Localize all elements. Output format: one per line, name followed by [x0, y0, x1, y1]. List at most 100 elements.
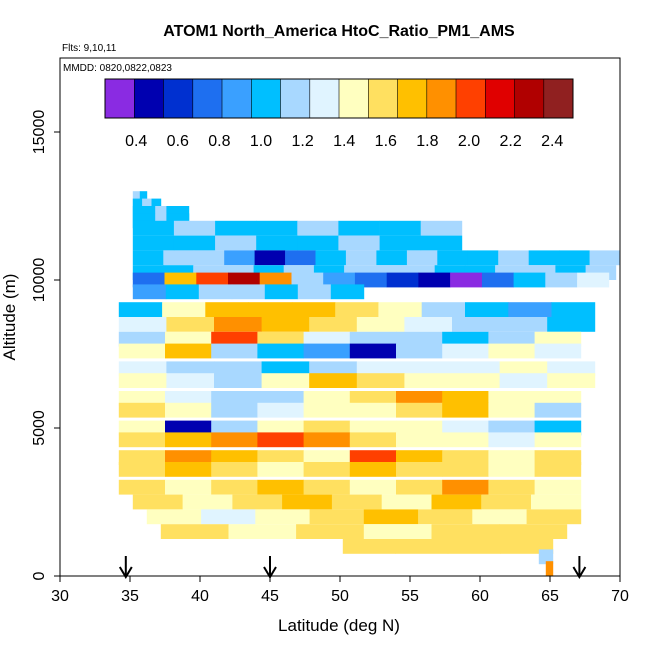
colorbar-swatch	[485, 79, 515, 118]
heatmap-cell	[261, 317, 310, 332]
heatmap-cell	[481, 494, 532, 510]
heatmap-cell	[248, 302, 293, 317]
heatmap-cell	[257, 479, 304, 495]
heatmap-cell	[420, 220, 463, 236]
colorbar-swatch	[280, 79, 311, 118]
heatmap-cell	[338, 235, 380, 251]
heatmap-cell	[406, 250, 438, 266]
heatmap-cell	[349, 402, 397, 418]
heatmap-cell	[214, 373, 262, 388]
heatmap-cell	[379, 235, 422, 251]
y-axis: 0 5000 10000 15000	[31, 110, 60, 580]
heatmap-cell	[349, 479, 397, 495]
colorbar-tick-label: 0.8	[208, 133, 230, 150]
colorbar-tick-label: 0.4	[125, 133, 147, 150]
colorbar-tick-label: 0.6	[167, 133, 189, 150]
heatmap-cell	[303, 331, 351, 347]
heatmap-cell	[282, 494, 333, 510]
heatmap-cell	[166, 213, 178, 229]
heatmap-cell	[450, 272, 483, 288]
x-tick-label: 70	[611, 588, 629, 605]
x-tick-label: 40	[191, 588, 209, 605]
heatmap-cell	[547, 317, 596, 332]
heatmap-cell	[165, 402, 212, 418]
heatmap-cell	[118, 391, 166, 406]
heatmap-cell	[118, 432, 166, 448]
heatmap-cell	[349, 331, 397, 347]
heatmap-cell	[166, 373, 215, 388]
x-tick-label: 65	[541, 588, 559, 605]
heatmap-cell	[386, 272, 419, 288]
heatmap-cell	[303, 479, 351, 495]
heatmap-cell	[214, 361, 262, 377]
heatmap-cell	[297, 220, 339, 236]
heatmap-cell	[363, 524, 432, 539]
heatmap-cell	[421, 302, 466, 317]
heatmap-cell	[396, 432, 443, 448]
y-tick-label: 10000	[31, 258, 48, 303]
colorbar-swatch	[339, 79, 369, 118]
heatmap-cell	[118, 479, 166, 495]
heatmap-cell	[442, 402, 489, 418]
heatmap-cell	[296, 524, 365, 539]
heatmap-cell	[349, 450, 397, 465]
heatmap-cell	[297, 235, 339, 251]
heatmap-cell	[165, 432, 212, 448]
heatmap-cell	[261, 373, 310, 388]
heatmap-cell	[118, 462, 166, 477]
heatmap-cell	[498, 250, 530, 266]
heatmap-cell	[285, 250, 316, 266]
colorbar-tick-label: 2.0	[458, 133, 480, 150]
heatmap-cell	[232, 494, 283, 510]
heatmap-cell	[404, 317, 453, 332]
heatmap-cell	[404, 373, 453, 388]
heatmap-cell	[396, 402, 443, 418]
heatmap-cell	[488, 402, 535, 418]
heatmap-cell	[155, 213, 167, 229]
heatmap-cell	[534, 462, 582, 477]
heatmap-cell	[488, 391, 535, 406]
heatmap-cell	[231, 284, 266, 300]
heatmap-cell	[488, 420, 535, 436]
heatmap-cell	[303, 391, 351, 406]
y-tick-label: 15000	[31, 110, 48, 155]
heatmap-cell	[132, 220, 175, 236]
heatmap-cell	[589, 250, 621, 266]
colorbar-swatch	[251, 79, 281, 118]
heatmap-cell	[257, 432, 304, 448]
heatmap-cell	[303, 450, 351, 465]
heatmap-cell	[356, 317, 405, 332]
heatmap-cell	[146, 509, 202, 525]
heatmap-cell	[396, 331, 443, 347]
heatmap-cell	[472, 509, 527, 525]
heatmap-cell	[215, 220, 257, 236]
heatmap-cell	[291, 302, 336, 317]
heatmap-cell	[309, 373, 358, 388]
heatmap-cell	[261, 361, 310, 377]
heatmap-cell	[499, 317, 548, 332]
arrow-head	[118, 566, 133, 579]
heatmap-cell	[499, 373, 548, 388]
heatmap-cell	[534, 343, 582, 359]
heatmap-cell	[551, 302, 596, 317]
heatmap-cell	[132, 272, 165, 288]
heatmap-cell	[547, 373, 596, 388]
heatmap-cell	[257, 450, 304, 465]
heatmap-cell	[196, 272, 229, 288]
heatmap-cell	[132, 235, 175, 251]
heatmap-cell	[534, 331, 582, 347]
heatmap-cell	[378, 302, 423, 317]
heatmap-cell	[211, 391, 258, 406]
colorbar-tick-label: 1.4	[333, 133, 355, 150]
heatmap-cell	[162, 302, 206, 317]
heatmap-cell	[257, 402, 304, 418]
heatmap-cell	[215, 235, 257, 251]
heatmap-cell	[165, 331, 212, 347]
y-tick-label: 0	[31, 571, 48, 580]
colorbar-swatch	[134, 79, 164, 118]
heatmap-cell	[545, 561, 554, 576]
x-tick-label: 45	[261, 588, 279, 605]
heatmap-cell	[163, 250, 195, 266]
heatmap-cell	[164, 272, 197, 288]
heatmap-cell	[467, 250, 499, 266]
